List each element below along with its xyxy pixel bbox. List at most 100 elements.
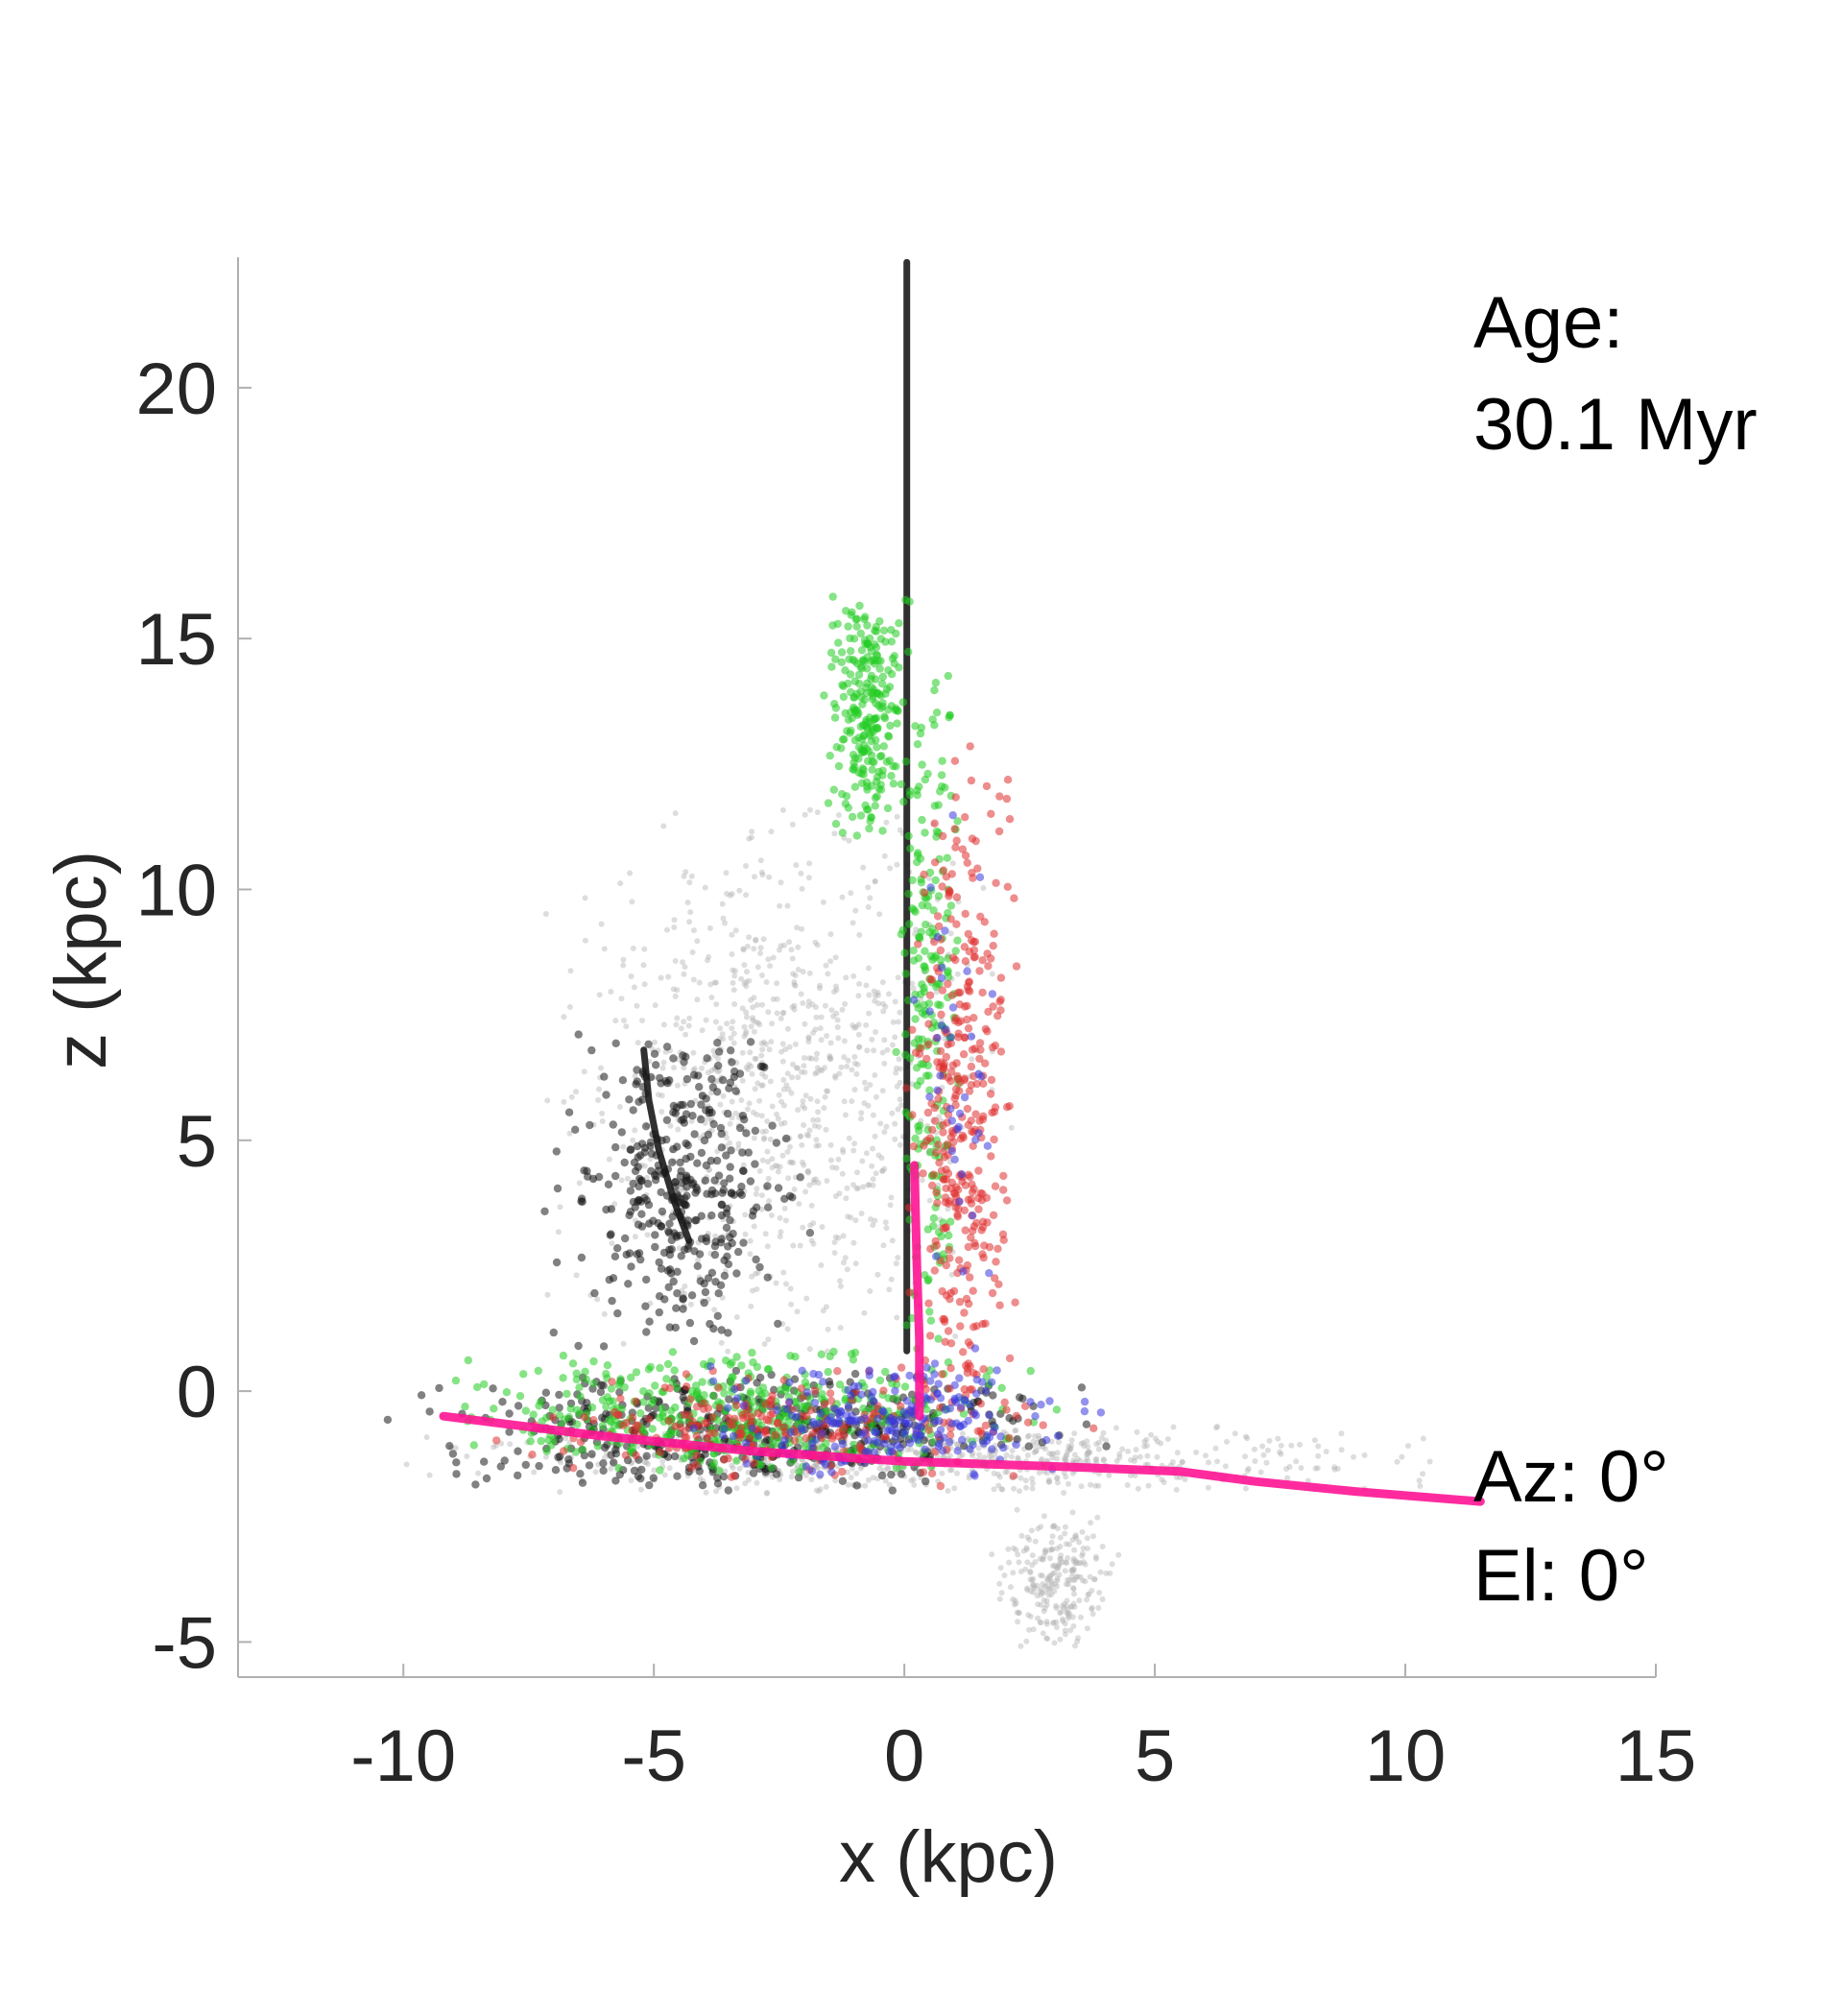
green-point xyxy=(589,1379,598,1388)
grey-point xyxy=(617,880,624,887)
grey-point xyxy=(708,1068,715,1073)
grey-point xyxy=(1071,1547,1078,1553)
black-point xyxy=(825,1377,834,1386)
red-point xyxy=(955,1000,965,1009)
grey-point xyxy=(722,920,728,926)
red-point xyxy=(708,1412,717,1422)
green-point xyxy=(828,592,837,601)
red-point xyxy=(952,920,961,928)
grey-point xyxy=(933,989,940,996)
grey-point xyxy=(881,852,888,859)
red-point xyxy=(924,1040,933,1049)
green-point-cloud xyxy=(820,592,915,840)
red-point xyxy=(969,1014,978,1022)
blue-point xyxy=(802,1388,812,1397)
grey-point xyxy=(1046,1575,1053,1582)
green-point xyxy=(826,648,836,658)
grey-point xyxy=(996,1580,1003,1587)
red-point xyxy=(925,991,935,1000)
green-point xyxy=(923,1225,932,1234)
green-point xyxy=(918,815,926,825)
grey-point xyxy=(1314,1465,1321,1472)
red-point xyxy=(938,882,946,891)
grey-point xyxy=(791,1186,798,1192)
grey-point xyxy=(838,1064,845,1070)
black-point xyxy=(772,1139,781,1147)
black-point xyxy=(758,1062,767,1071)
grey-point xyxy=(544,1097,551,1104)
grey-point xyxy=(856,980,863,987)
grey-point xyxy=(1077,1560,1084,1567)
grey-point xyxy=(720,1036,727,1043)
grey-point xyxy=(592,1469,599,1476)
red-point xyxy=(947,991,956,1000)
grey-point xyxy=(841,1038,848,1044)
age-label: Age: xyxy=(1473,282,1623,364)
red-point xyxy=(935,1063,944,1072)
grey-point xyxy=(879,1088,886,1094)
black-point xyxy=(989,1391,997,1400)
blue-point xyxy=(953,1447,962,1455)
green-point xyxy=(847,1427,855,1436)
black-point xyxy=(609,1120,617,1129)
green-point xyxy=(542,1447,551,1455)
red-point xyxy=(979,1365,988,1374)
green-point xyxy=(902,1154,911,1164)
green-point xyxy=(884,732,894,741)
green-point xyxy=(857,646,867,655)
grey-point xyxy=(582,895,588,901)
grey-point xyxy=(573,1089,579,1095)
grey-point xyxy=(711,1307,718,1313)
grey-point xyxy=(746,977,753,984)
y-tick-label: 20 xyxy=(135,348,217,430)
grey-point xyxy=(1091,1576,1098,1582)
black-point xyxy=(692,1215,701,1225)
blue-point xyxy=(857,1390,866,1399)
grey-point xyxy=(736,887,743,894)
blue-point xyxy=(930,1370,939,1379)
blue-point xyxy=(979,1439,988,1448)
grey-point xyxy=(793,862,800,869)
grey-point xyxy=(751,995,757,1001)
green-point xyxy=(906,844,915,852)
grey-point xyxy=(788,947,795,953)
grey-point xyxy=(542,911,549,917)
black-point xyxy=(658,1169,668,1179)
green-point xyxy=(856,629,865,638)
red-point xyxy=(956,988,965,997)
grey-point xyxy=(1125,1448,1131,1454)
green-point xyxy=(663,1359,673,1369)
x-tick-label: 5 xyxy=(1135,1716,1175,1797)
blue-point xyxy=(1080,1406,1089,1416)
black-point xyxy=(655,1258,663,1267)
grey-point xyxy=(790,1160,797,1166)
grey-point xyxy=(749,1273,755,1280)
grey-point xyxy=(1043,1635,1050,1642)
grey-point xyxy=(1164,1436,1171,1442)
grey-point xyxy=(660,1059,667,1066)
black-point xyxy=(697,1115,706,1124)
green-point xyxy=(850,782,860,791)
red-point xyxy=(974,1205,983,1213)
red-point xyxy=(738,1410,747,1420)
grey-point xyxy=(794,1462,801,1469)
grey-point xyxy=(1050,1451,1057,1457)
blue-point xyxy=(940,1433,948,1442)
grey-point xyxy=(452,1445,459,1452)
blue-point xyxy=(974,1129,983,1138)
blue-point xyxy=(988,990,997,998)
grey-point xyxy=(567,968,574,974)
grey-point xyxy=(660,823,667,829)
grey-point xyxy=(1030,1438,1037,1445)
grey-point xyxy=(618,1177,625,1184)
red-point xyxy=(967,776,976,785)
grey-point xyxy=(839,1006,846,1013)
grey-point xyxy=(778,943,784,949)
black-point xyxy=(793,1443,802,1452)
grey-point xyxy=(794,924,801,931)
green-point xyxy=(515,1392,525,1401)
grey-point xyxy=(1068,1603,1075,1610)
grey-point xyxy=(832,954,839,961)
black-point xyxy=(586,1120,594,1130)
green-point xyxy=(837,658,846,666)
